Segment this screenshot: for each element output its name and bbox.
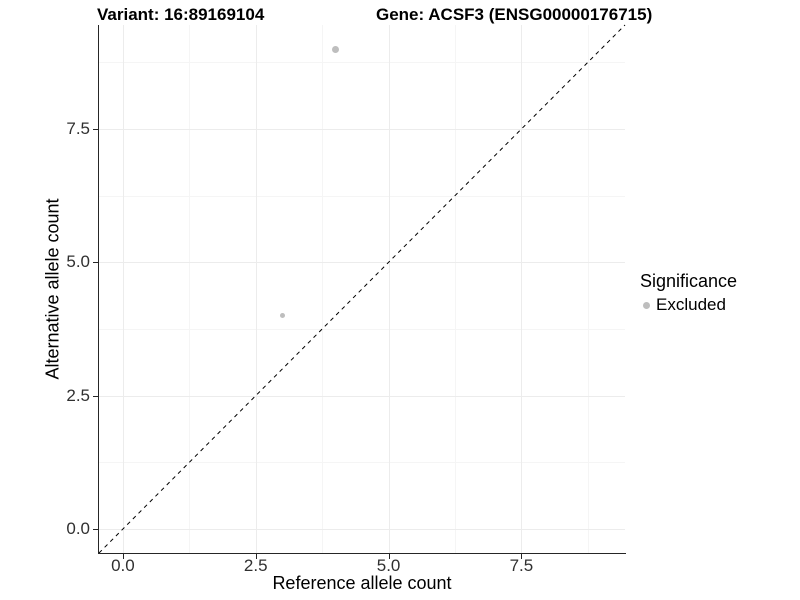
y-tick-mark — [93, 529, 98, 530]
y-tick-label: 2.5 — [66, 385, 90, 405]
plot-panel — [98, 24, 626, 554]
legend: Significance Excluded — [640, 271, 737, 315]
legend-item-label: Excluded — [656, 295, 726, 314]
legend-item-excluded: Excluded — [640, 295, 737, 315]
data-point — [279, 312, 286, 319]
major-gridline — [99, 262, 625, 264]
x-tick-mark — [122, 554, 124, 559]
major-gridline — [255, 25, 257, 553]
minor-gridline — [454, 25, 456, 553]
minor-gridline — [99, 462, 625, 464]
major-gridline — [521, 25, 523, 553]
major-gridline — [388, 25, 390, 553]
major-gridline — [99, 129, 625, 130]
major-gridline — [99, 395, 625, 397]
y-axis-title: Alternative allele count — [42, 198, 63, 380]
y-axis-line — [98, 25, 99, 554]
legend-title: Significance — [640, 271, 738, 291]
minor-gridline — [322, 25, 324, 553]
x-tick-label: 2.5 — [243, 556, 268, 575]
x-axis-title: Reference allele count — [272, 573, 452, 593]
y-tick-mark — [93, 129, 98, 130]
y-tick-label: 7.5 — [66, 119, 90, 138]
y-tick-mark — [93, 262, 98, 264]
data-point — [331, 45, 339, 53]
major-gridline — [99, 529, 625, 530]
x-tick-label: 0.0 — [111, 556, 135, 575]
identity-dashed-line — [98, 24, 626, 554]
x-tick-mark — [521, 554, 523, 559]
legend-point-swatch-icon — [643, 301, 650, 309]
x-axis-line — [98, 553, 626, 554]
y-tick-mark — [93, 395, 98, 397]
y-tick-label: 0.0 — [66, 519, 90, 538]
x-tick-label: 7.5 — [509, 556, 534, 575]
minor-gridline — [587, 25, 589, 553]
minor-gridline — [99, 195, 625, 197]
plot-title-variant: Variant: 16:89169104 — [97, 5, 265, 24]
y-tick-label: 5.0 — [66, 252, 90, 272]
major-gridline — [122, 25, 124, 553]
x-tick-label: 5.0 — [376, 556, 401, 575]
plot-title-gene: Gene: ACSF3 (ENSG00000176715) — [376, 5, 653, 24]
x-tick-mark — [255, 554, 257, 559]
x-tick-mark — [388, 554, 390, 559]
minor-gridline — [99, 329, 625, 330]
minor-gridline — [189, 25, 191, 553]
minor-gridline — [99, 62, 625, 64]
